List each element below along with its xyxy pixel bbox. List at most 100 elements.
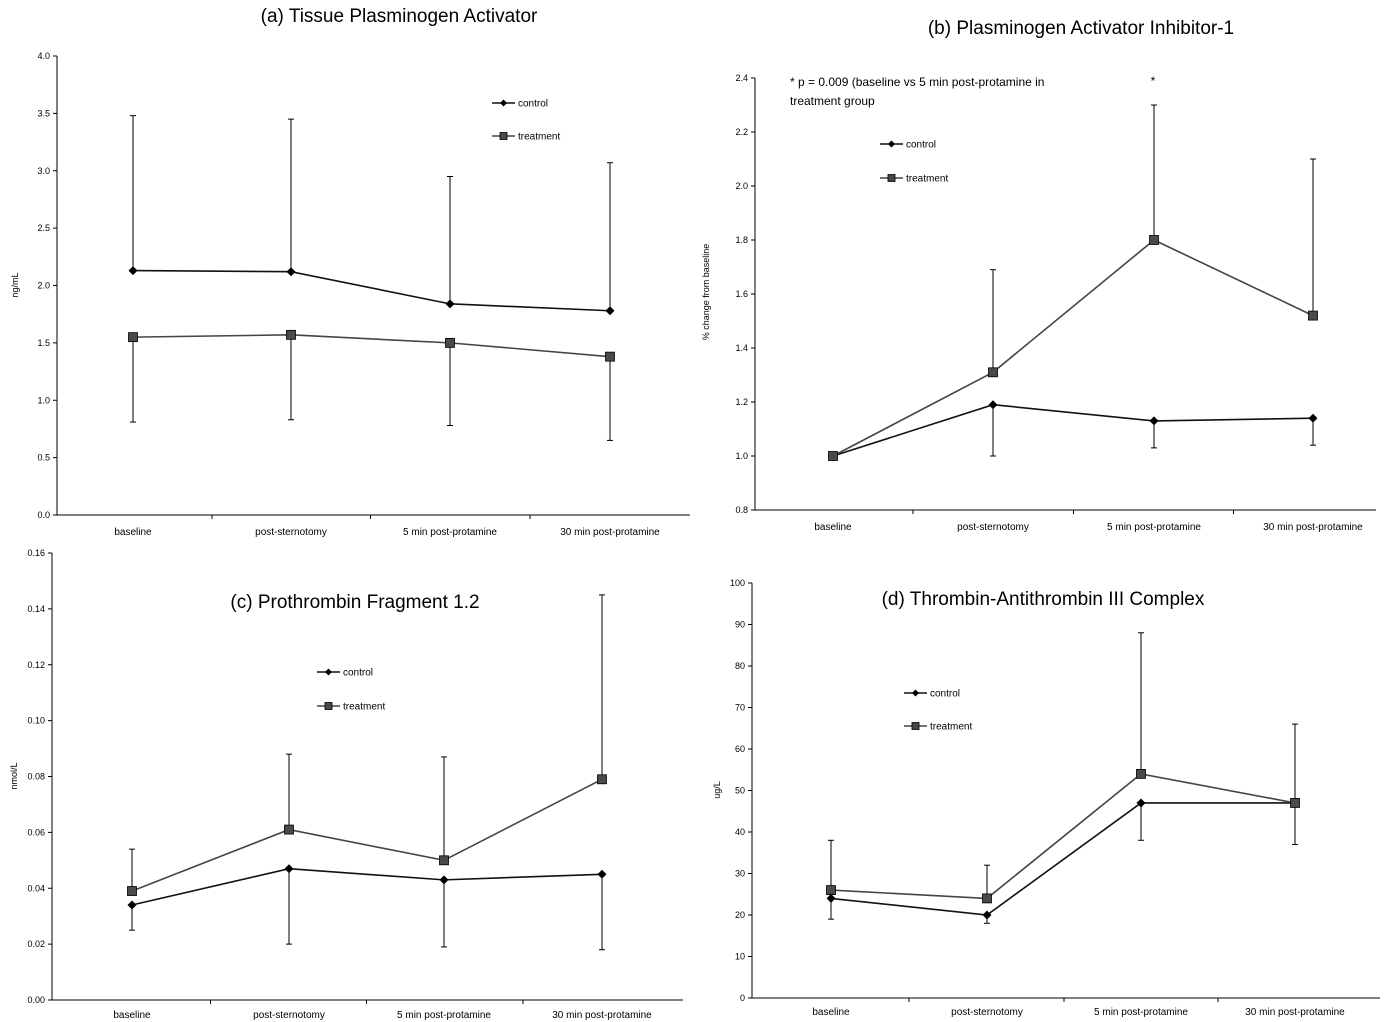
y-tick-label: 0.0 — [37, 510, 50, 520]
x-category-label: baseline — [114, 527, 152, 538]
y-tick-label: 2.4 — [735, 73, 748, 83]
data-point-control — [284, 864, 294, 874]
y-tick-label: 0.14 — [27, 604, 45, 614]
data-point-treatment — [826, 885, 836, 895]
chart-title: (c) Prothrombin Fragment 1.2 — [230, 592, 479, 613]
data-point-treatment — [597, 774, 607, 785]
y-axis-label: % change from baseline — [701, 244, 711, 341]
legend-marker — [500, 99, 507, 107]
y-tick-label: 3.0 — [37, 166, 50, 176]
annotation-text: * p = 0.009 (baseline vs 5 min post-prot… — [790, 75, 1044, 89]
y-tick-label: 1.0 — [735, 451, 748, 461]
y-tick-label: 0.06 — [27, 827, 45, 837]
series-line-treatment — [132, 334, 611, 358]
chart-panel-3: 0.00 0.02 0.04 0.06 0.08 0.10 0.12 0.14 0.16 base… — [9, 548, 683, 1021]
legend-label: control — [930, 689, 960, 700]
y-tick-label: 1.0 — [37, 395, 50, 405]
chart-title: (a) Tissue Plasminogen Activator — [261, 6, 538, 27]
y-tick-label: 0.5 — [37, 453, 50, 463]
y-tick-label: 60 — [735, 744, 745, 754]
y-tick-label: 1.2 — [735, 397, 748, 407]
x-category-label: 5 min post-protamine — [1094, 1007, 1188, 1018]
y-tick-label: 1.4 — [735, 343, 748, 353]
legend-marker — [499, 132, 508, 140]
y-tick-label: 0.10 — [27, 716, 45, 726]
y-tick-label: 0.04 — [27, 883, 45, 893]
series-line-treatment — [832, 239, 1314, 457]
data-point-treatment — [128, 332, 138, 343]
data-point-control — [1136, 798, 1146, 808]
data-point-control — [605, 306, 615, 316]
y-tick-label: 2.0 — [735, 181, 748, 191]
y-tick-label: 4.0 — [37, 51, 50, 61]
x-category-label: 30 min post-protamine — [560, 527, 660, 538]
data-point-treatment — [1149, 235, 1159, 245]
data-point-treatment — [1136, 769, 1146, 779]
legend-marker — [325, 668, 332, 676]
data-point-control — [128, 266, 138, 276]
y-tick-label: 20 — [735, 910, 745, 920]
chart-panel-4: 0 10 20 30 40 50 60 70 80 90 100 baseline post-stern… — [712, 578, 1380, 1018]
legend-label: treatment — [930, 722, 972, 733]
series-line-control — [830, 802, 1295, 916]
data-point-control — [439, 875, 449, 885]
data-point-control — [127, 900, 137, 910]
y-tick-label: 100 — [730, 578, 745, 588]
series-line-treatment — [830, 773, 1296, 900]
x-category-label: 30 min post-protamine — [1245, 1007, 1345, 1018]
data-point-control — [1308, 413, 1318, 423]
y-axis-label: nmol/L — [9, 762, 19, 789]
y-tick-label: 0 — [740, 993, 745, 1003]
y-tick-label: 0.12 — [27, 660, 45, 670]
legend-marker — [912, 689, 919, 697]
annotation-text: treatment group — [790, 94, 875, 108]
y-tick-label: 2.0 — [37, 281, 50, 291]
y-tick-label: 3.5 — [37, 108, 50, 118]
legend-item-control: control — [492, 99, 548, 110]
y-tick-label: 1.6 — [735, 289, 748, 299]
x-category-label: 5 min post-protamine — [403, 527, 497, 538]
legend-label: treatment — [343, 702, 385, 713]
legend-marker — [324, 702, 333, 710]
y-tick-label: 2.2 — [735, 127, 748, 137]
x-category-label: 30 min post-protamine — [1263, 522, 1363, 533]
legend-label: control — [906, 140, 936, 151]
y-tick-label: 1.5 — [37, 338, 50, 348]
legend-marker — [911, 722, 920, 730]
x-category-label: 5 min post-protamine — [1107, 522, 1201, 533]
chart-title: (b) Plasminogen Activator Inhibitor-1 — [928, 18, 1234, 39]
series-line-control — [132, 269, 611, 312]
legend-item-control: control — [317, 668, 373, 679]
y-tick-label: 0.00 — [27, 995, 45, 1005]
x-category-label: post-sternotomy — [255, 527, 327, 538]
data-point-treatment — [439, 855, 449, 866]
data-point-treatment — [988, 367, 998, 378]
data-point-treatment — [982, 893, 992, 904]
chart-panel-1: 0.0 0.5 1.0 1.5 2.0 2.5 3.0 3.5 4.0 baseline post-… — [10, 6, 690, 538]
y-tick-label: 0.02 — [27, 939, 45, 949]
chart-title: (d) Thrombin-Antithrombin III Complex — [882, 589, 1205, 610]
y-tick-label: 1.8 — [735, 235, 748, 245]
legend-marker — [888, 140, 895, 148]
data-point-control — [286, 267, 296, 277]
y-tick-label: 30 — [735, 869, 745, 879]
data-point-treatment — [828, 451, 838, 461]
x-category-label: post-sternotomy — [253, 1010, 325, 1021]
significance-marker: * — [1151, 74, 1156, 88]
legend-item-treatment: treatment — [492, 132, 560, 143]
legend-item-control: control — [904, 689, 960, 700]
x-category-label: baseline — [814, 522, 852, 533]
x-category-label: 30 min post-protamine — [552, 1010, 652, 1021]
legend-item-treatment: treatment — [904, 722, 972, 733]
y-tick-label: 0.08 — [27, 772, 45, 782]
y-tick-label: 50 — [735, 786, 745, 796]
y-tick-label: 80 — [735, 661, 745, 671]
data-point-control — [982, 910, 992, 920]
y-tick-label: 10 — [735, 952, 745, 962]
y-tick-label: 0.16 — [27, 548, 45, 558]
x-category-label: 5 min post-protamine — [397, 1010, 491, 1021]
data-point-control — [826, 893, 836, 903]
data-point-treatment — [605, 351, 615, 362]
y-tick-label: 90 — [735, 620, 745, 630]
